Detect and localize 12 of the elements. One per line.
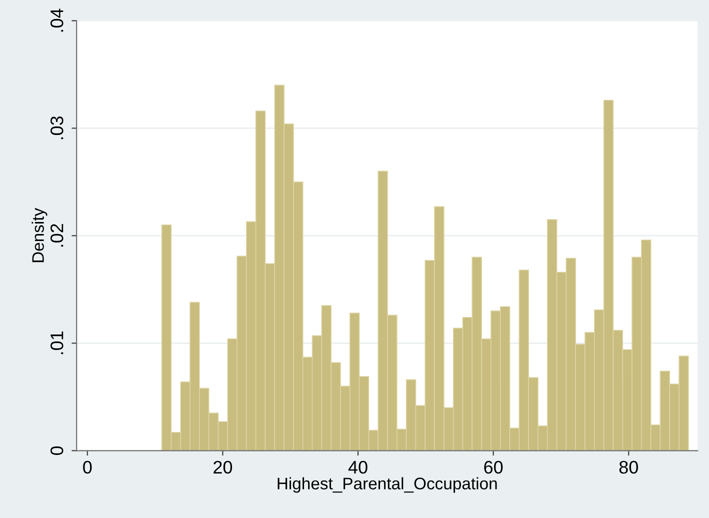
y-tick-label: .03 — [50, 116, 64, 140]
y-tick-label: .02 — [50, 224, 64, 247]
x-tick-label: 40 — [348, 460, 368, 474]
x-tick-label: 60 — [484, 460, 503, 474]
x-tick-label: 0 — [83, 460, 92, 474]
y-tick-label: 0 — [50, 446, 64, 455]
x-tick-label: 20 — [214, 460, 232, 474]
y-tick-label: .04 — [50, 8, 64, 32]
y-tick-label: .01 — [50, 332, 64, 354]
x-tick-label: 80 — [619, 460, 638, 474]
x-axis-title: Highest_Parental_Occupation — [278, 477, 497, 493]
y-axis-title: Density — [32, 208, 48, 262]
